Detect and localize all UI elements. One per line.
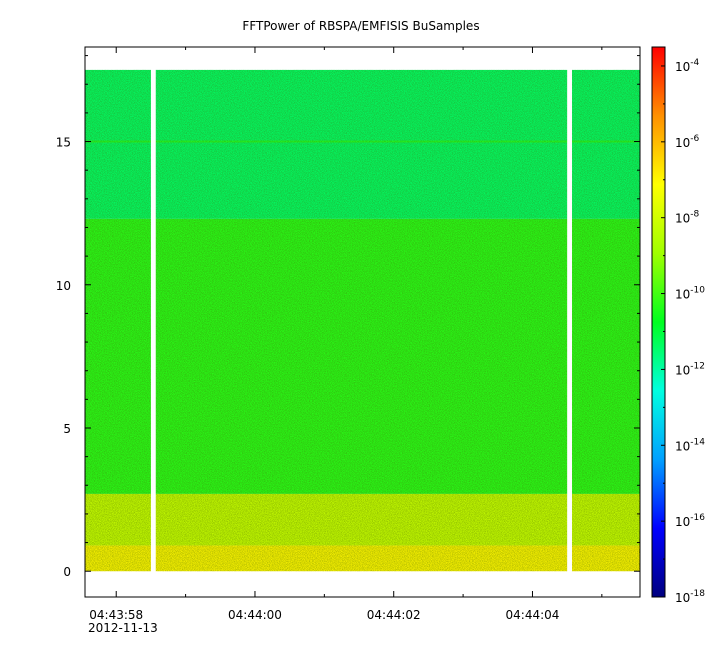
colorbar-tick-label-6: 10-16: [675, 513, 705, 529]
colorbar-tick-label-2: 10-8: [675, 210, 700, 226]
noise-texture: [85, 69, 640, 572]
colorbar-tick-label-7: 10-18: [675, 589, 705, 605]
y-tick-label-3: 15: [56, 136, 71, 150]
x-tick-label-1: 04:44:00: [228, 608, 282, 622]
colorbar-tick-label-3: 10-10: [675, 286, 705, 302]
colorbar-tick-label-5: 10-14: [675, 437, 705, 453]
chart-title: FFTPower of RBSPA/EMFISIS BuSamples: [242, 19, 479, 33]
y-axis: 0 5 10 15: [56, 55, 640, 579]
x-axis: 04:43:58 04:44:00 04:44:02 04:44:04: [89, 47, 603, 622]
colorbar-tick-label-1: 10-6: [675, 134, 700, 150]
colorbar-tick-label-4: 10-12: [675, 361, 705, 377]
x-tick-label-0: 04:43:58: [89, 608, 143, 622]
y-tick-label-2: 10: [56, 279, 71, 293]
data-gap-1: [567, 68, 573, 573]
noise-overlay: [85, 69, 640, 572]
colorbar-ticks: 10-4 10-6 10-8 10-10 10-12 10-14 10-16 10-18: [661, 58, 705, 605]
colorbar-tick-label-0: 10-4: [675, 58, 700, 74]
x-tick-label-2: 04:44:02: [367, 608, 421, 622]
y-tick-label-1: 5: [63, 422, 71, 436]
data-gaps: [150, 68, 573, 573]
x-tick-label-3: 04:44:04: [506, 608, 560, 622]
y-tick-label-0: 0: [63, 565, 71, 579]
data-gap-0: [150, 68, 156, 573]
x-axis-date-label: 2012-11-13: [88, 621, 158, 635]
plot-frame: [84, 46, 641, 598]
colorbar: [651, 46, 666, 598]
